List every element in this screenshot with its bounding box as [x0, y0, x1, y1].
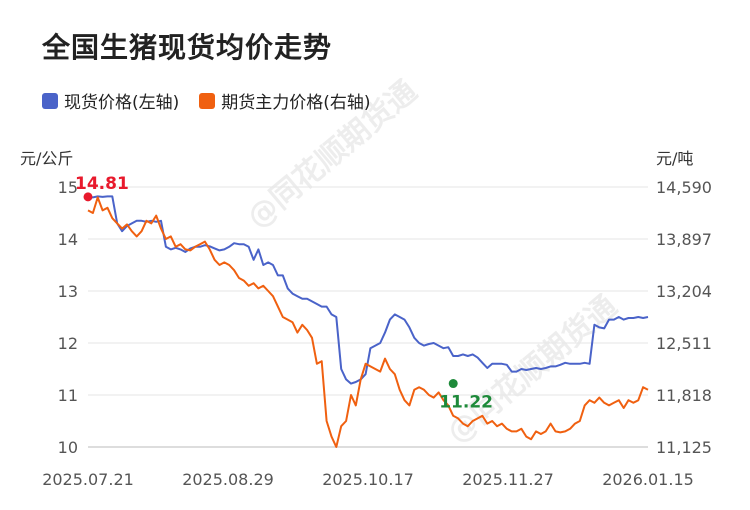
left-axis-unit: 元/公斤 — [20, 149, 74, 168]
x-tick-label: 2025.08.29 — [182, 470, 274, 489]
y-right-tick-label: 13,204 — [656, 282, 712, 301]
legend-label-spot: 现货价格(左轴) — [64, 93, 180, 113]
annotation-label: 11.22 — [439, 393, 493, 413]
y-right-tick-label: 11,125 — [656, 438, 712, 457]
x-tick-label: 2026.01.15 — [602, 470, 694, 489]
y-left-tick-label: 13 — [58, 282, 78, 301]
legend-item-futures[interactable]: 期货主力价格(右轴) — [199, 88, 371, 113]
legend-swatch-spot — [42, 92, 58, 109]
x-tick-label: 2025.10.17 — [322, 470, 414, 489]
y-right-tick-label: 12,511 — [656, 334, 712, 353]
annotation-label: 14.81 — [75, 174, 129, 194]
legend-swatch-futures — [199, 92, 216, 109]
x-tick-label: 2025.07.21 — [42, 470, 134, 489]
y-right-tick-label: 11,818 — [656, 386, 712, 405]
y-left-tick-label: 14 — [58, 230, 78, 249]
legend-item-spot[interactable]: 现货价格(左轴) — [42, 88, 179, 113]
spot-price-line — [87, 195, 649, 385]
futures-price-line — [87, 196, 649, 448]
y-left-tick-label: 12 — [58, 334, 78, 353]
y-left-tick-label: 10 — [58, 438, 78, 457]
y-right-tick-label: 13,897 — [656, 230, 712, 249]
annotation-marker — [83, 192, 93, 202]
right-axis-unit: 元/吨 — [656, 149, 694, 168]
y-right-tick-label: 14,590 — [656, 178, 712, 197]
legend: 现货价格(左轴) 期货主力价格(右轴) — [42, 88, 371, 113]
annotation-marker — [448, 379, 458, 389]
y-left-tick-label: 15 — [58, 178, 78, 197]
x-tick-label: 2025.11.27 — [462, 470, 554, 489]
chart-title: 全国生猪现货均价走势 — [42, 31, 333, 64]
y-left-tick-label: 11 — [58, 386, 78, 405]
legend-label-futures: 期货主力价格(右轴) — [221, 93, 371, 113]
